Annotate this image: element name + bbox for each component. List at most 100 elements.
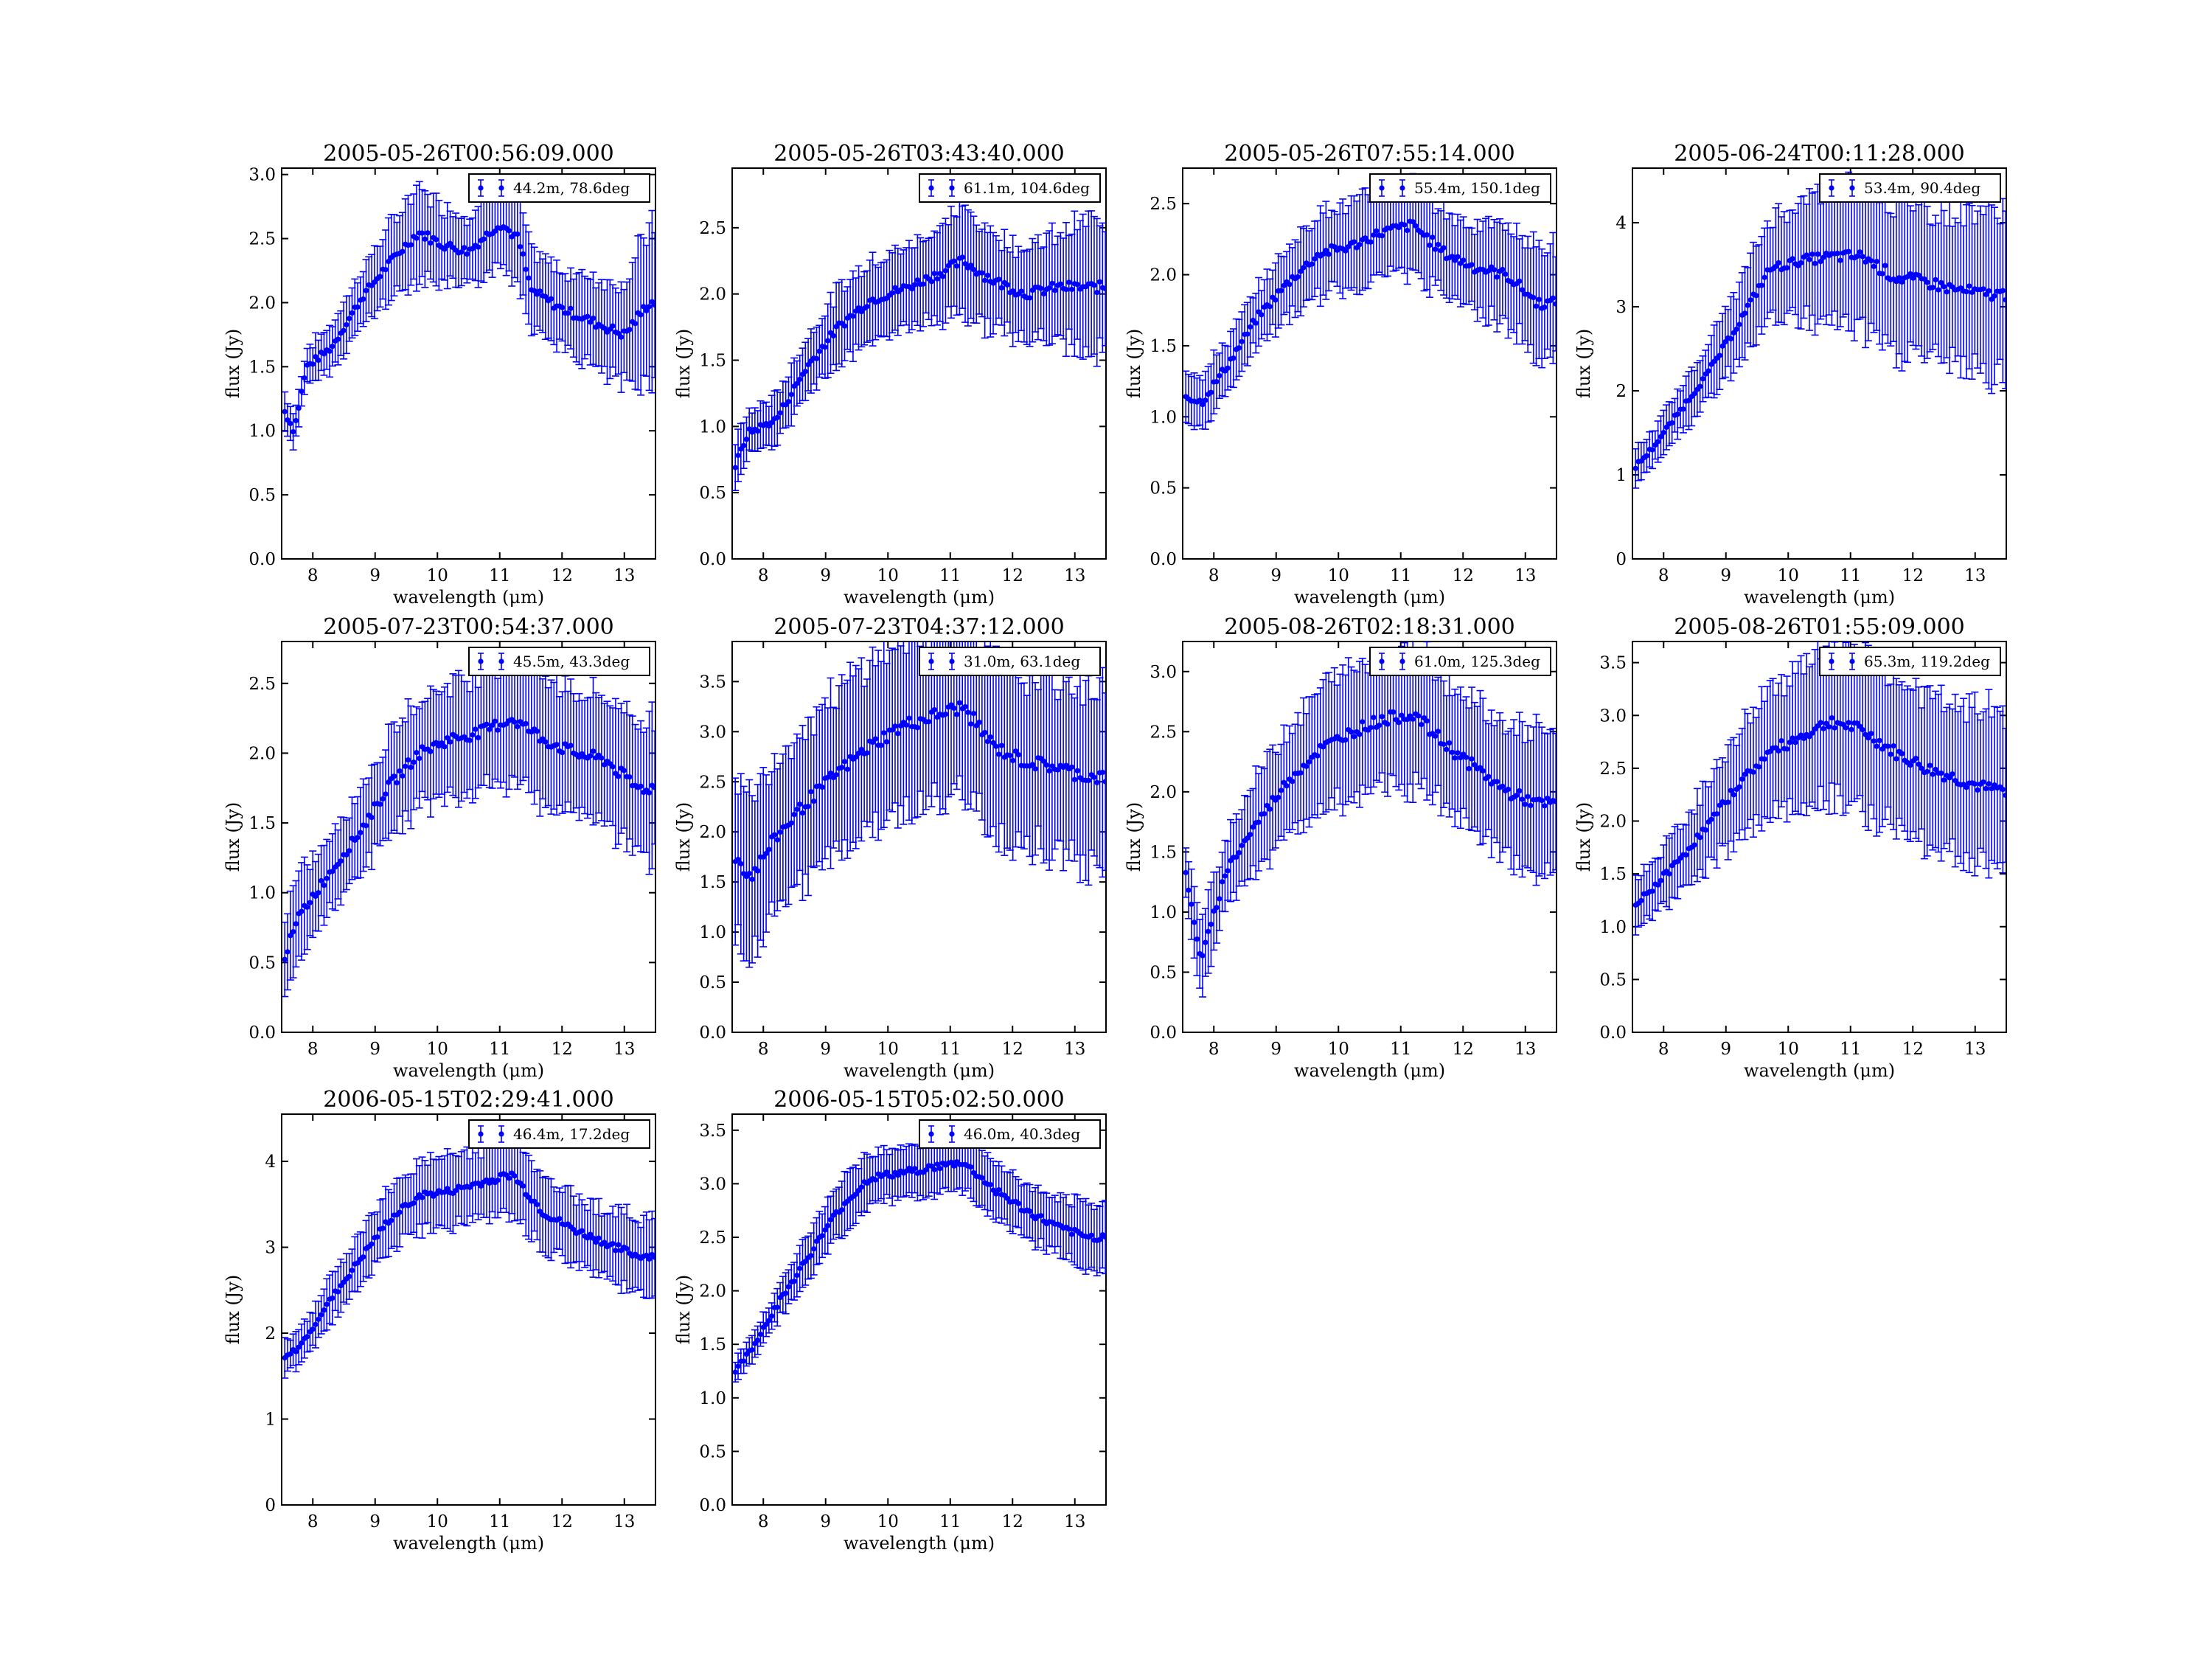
y-tick-label: 2.0 [248,744,276,763]
legend-label: 61.0m, 125.3deg [1414,653,1540,670]
data-point [1352,239,1357,244]
y-axis-label: flux (Jy) [223,329,243,399]
y-tick-label: 2.5 [1599,759,1627,779]
data-point [1950,771,1955,776]
data-point [1259,312,1264,317]
data-point [1792,740,1798,745]
y-tick-label: 0.5 [699,484,726,503]
data-point [408,765,414,770]
data-point [996,277,1001,282]
data-point [599,755,604,760]
data-point [1644,453,1649,458]
data-point [400,248,405,254]
data-point [1703,827,1708,832]
data-point [361,1254,366,1259]
data-point [1649,889,1655,894]
x-tick-label: 12 [1902,1040,1924,1059]
data-point [775,837,780,842]
x-tick-label: 13 [1064,1040,1085,1059]
y-tick-label: 0.5 [248,953,276,973]
data-point [335,1289,341,1294]
data-point [383,267,389,272]
x-tick-label: 9 [820,566,831,585]
data-point [1450,750,1455,755]
x-tick-label: 13 [1514,1040,1536,1059]
y-tick-label: 1.0 [699,923,726,942]
data-point [1680,406,1686,411]
data-point [1804,252,1809,257]
data-point [822,344,827,350]
data-point [299,1341,304,1346]
subplot-title: 2005-07-23T04:37:12.000 [773,614,1065,640]
legend-marker [949,658,954,664]
data-point [299,908,304,914]
data-point [1717,352,1722,358]
data-point [1397,720,1402,725]
data-point [1290,779,1295,784]
data-point [383,791,389,796]
data-point [1697,383,1703,389]
data-point [1225,868,1231,873]
data-point [1528,803,1533,808]
data-point [411,759,417,765]
data-point [1419,722,1424,727]
data-point [741,443,746,448]
x-axis-label: wavelength (μm) [1744,587,1895,608]
data-point [1214,905,1219,910]
data-point [285,949,290,954]
data-point [1745,303,1750,308]
x-tick-label: 8 [758,566,769,585]
data-point [915,725,920,730]
data-point [414,750,419,755]
data-point [1846,720,1851,725]
x-tick-label: 13 [1964,1040,1986,1059]
data-point [859,747,864,752]
data-point [1542,305,1547,310]
data-point [1913,756,1919,761]
data-point [1798,260,1804,265]
data-point [1882,263,1888,268]
data-point [1542,803,1547,808]
data-point [1038,286,1043,291]
data-point [892,723,897,729]
data-point [1368,240,1374,245]
data-point [1298,770,1304,775]
data-point [1655,883,1660,888]
data-point [817,349,822,354]
y-axis-label: flux (Jy) [1124,802,1144,872]
data-point [1433,247,1438,252]
data-point [428,749,433,754]
data-point [1066,279,1071,285]
y-tick-label: 2.5 [699,219,726,238]
data-point [775,415,780,420]
data-point [766,846,771,852]
x-tick-label: 9 [820,1040,831,1059]
data-point [1206,929,1211,934]
data-point [1444,747,1449,752]
data-point [321,883,327,888]
data-point [1049,281,1054,286]
data-point [1231,355,1236,361]
data-point [512,720,517,725]
data-point [1778,738,1784,743]
y-axis-label: flux (Jy) [1573,802,1594,872]
x-tick-label: 11 [1390,1040,1411,1059]
data-point [1739,776,1745,782]
data-point [1907,762,1913,768]
data-point [755,428,760,434]
y-tick-label: 0.0 [1150,1023,1177,1043]
data-point [1103,286,1108,291]
data-point [349,1268,355,1273]
y-tick-label: 2.5 [699,773,726,792]
data-point [344,322,349,327]
data-point [1843,725,1848,730]
data-point [962,704,967,709]
legend-marker [1829,185,1834,190]
x-tick-label: 11 [939,566,961,585]
y-tick-label: 2.0 [1599,813,1627,832]
data-point [1315,754,1320,759]
data-point [926,719,931,724]
data-point [1714,811,1719,816]
data-point [549,296,554,302]
y-tick-label: 3.0 [1599,706,1627,726]
